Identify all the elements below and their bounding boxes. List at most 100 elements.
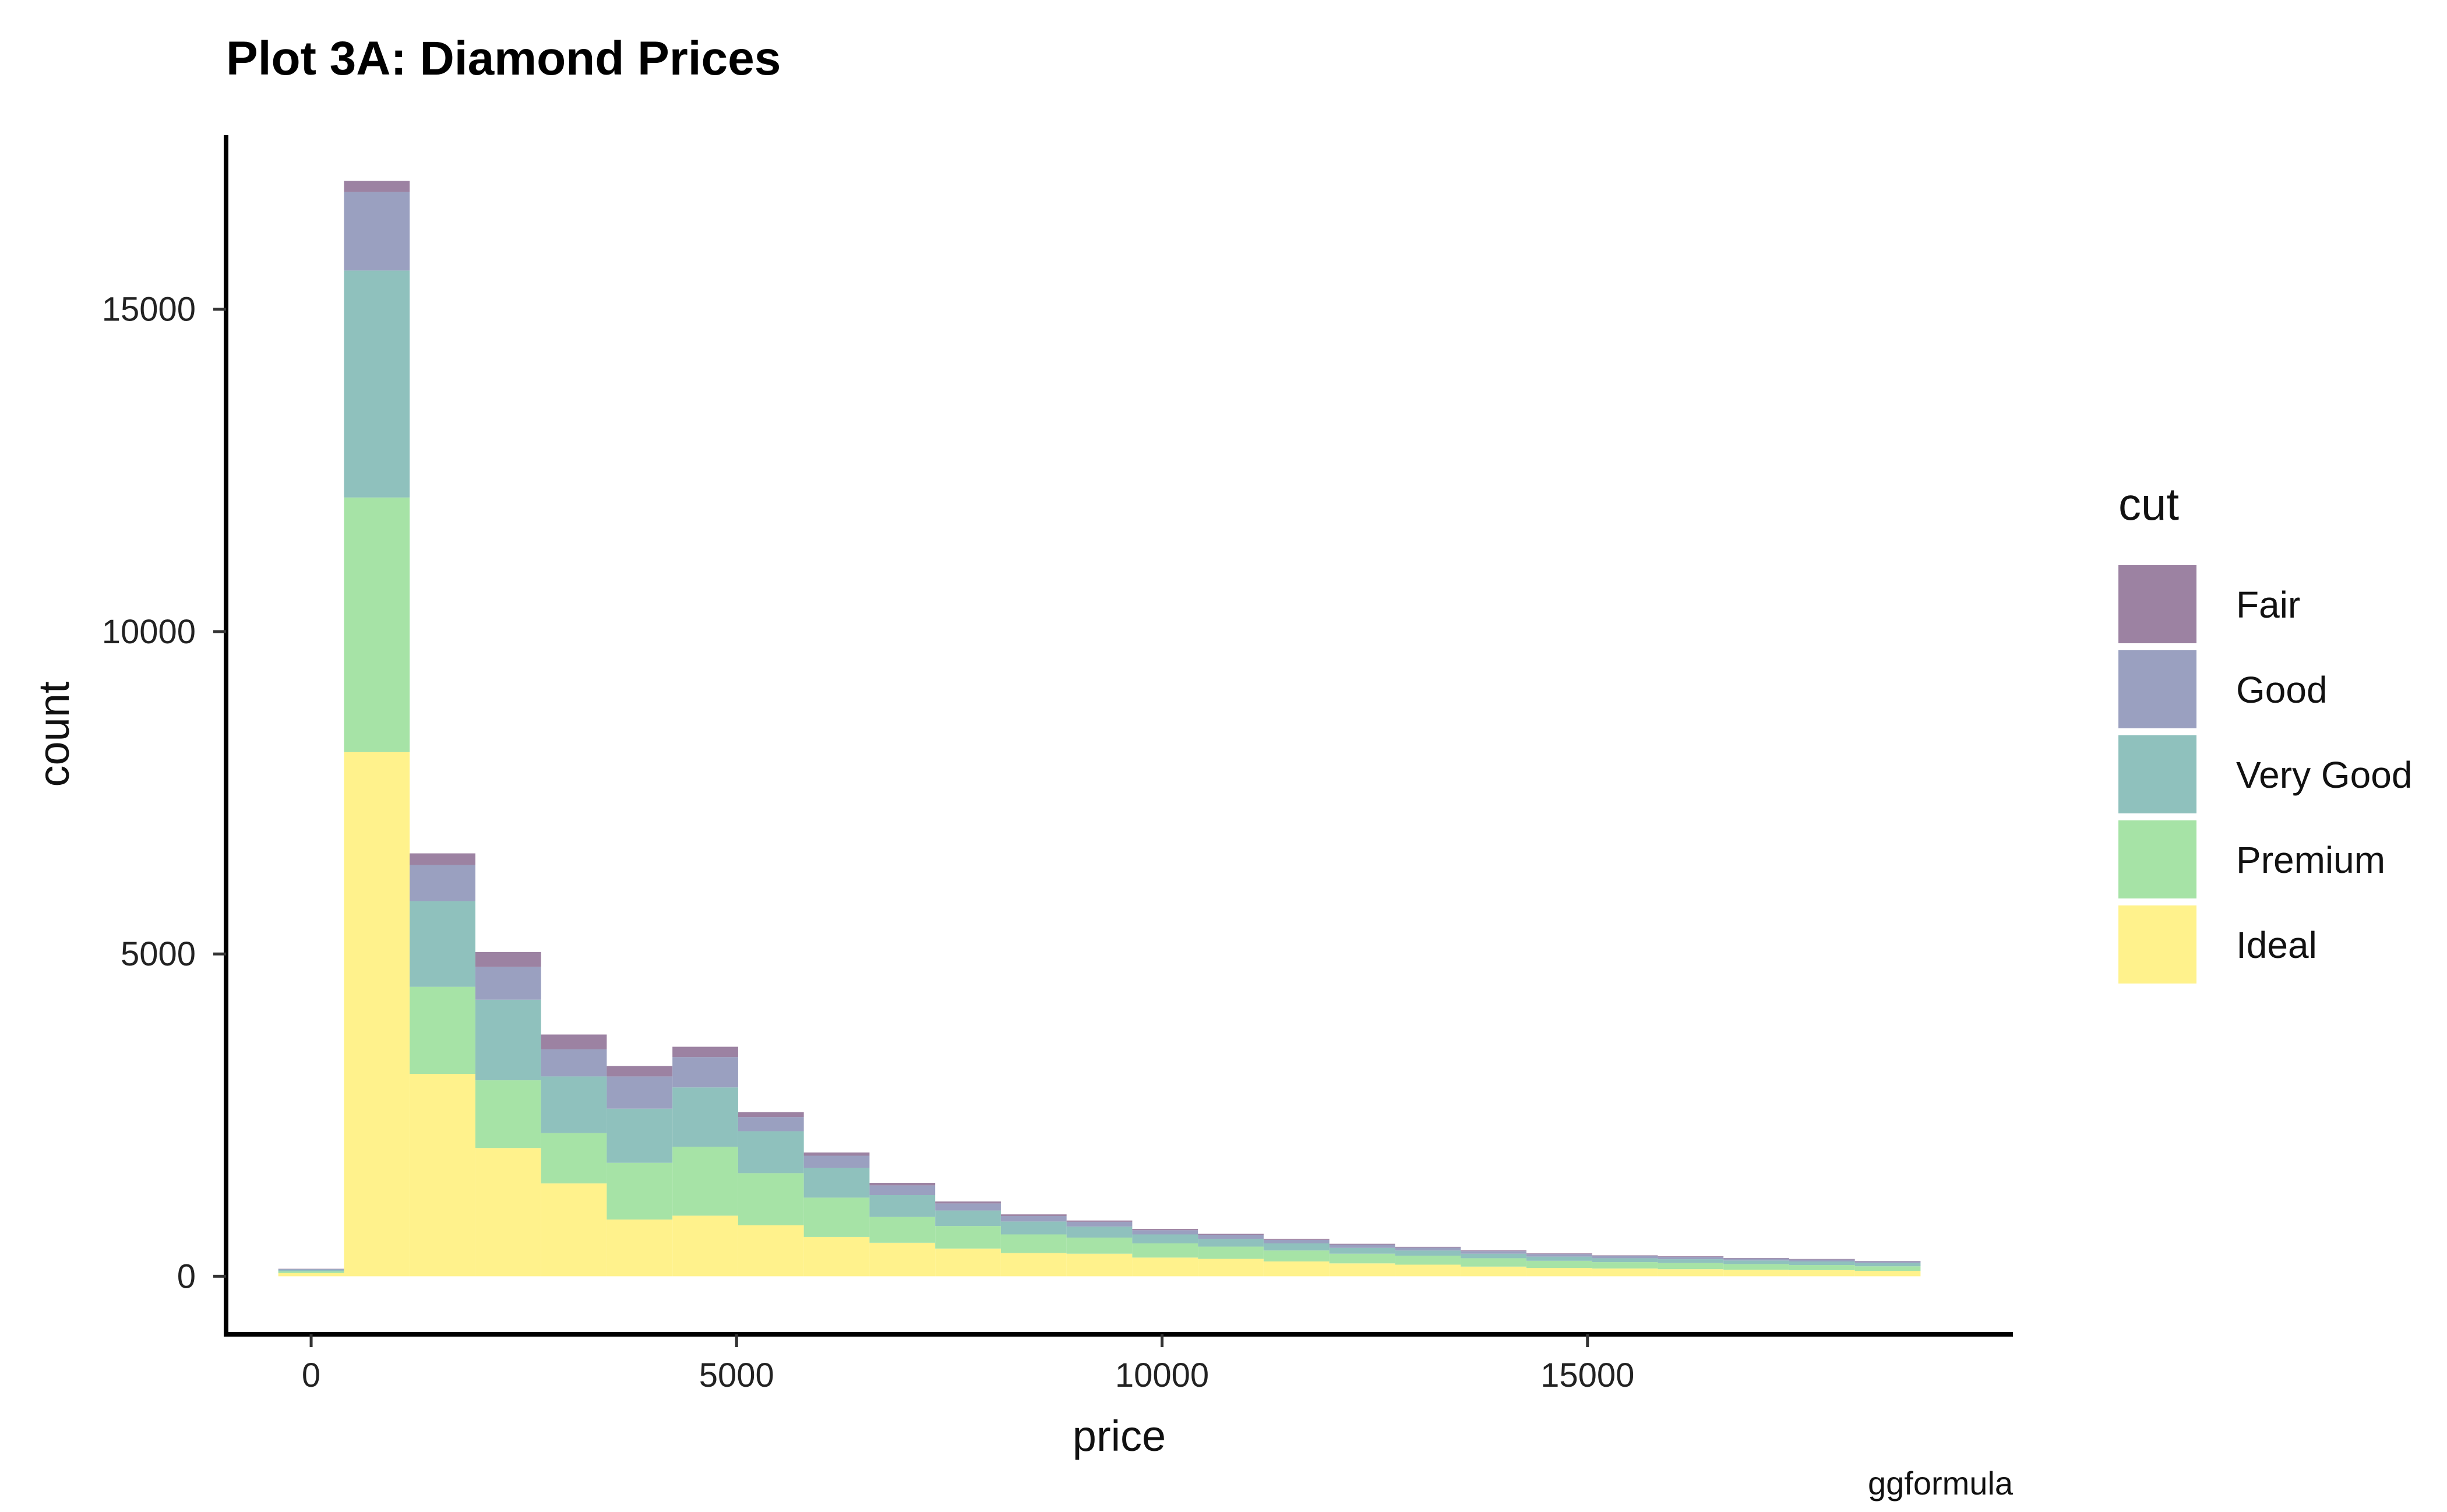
bar-good-bin-12 (1066, 1221, 1133, 1227)
bar-ideal-bin-8 (803, 1236, 870, 1277)
bar-premium-bin-10 (935, 1226, 1001, 1249)
bar-premium-bin-19 (1526, 1260, 1592, 1268)
bar-fair-bin-13 (1132, 1229, 1198, 1231)
bar-good-bin-11 (1000, 1215, 1067, 1222)
caption: ggformula (1868, 1465, 2014, 1502)
legend-label-fair: Fair (2236, 584, 2300, 626)
bar-premium-bin-23 (1789, 1265, 1855, 1270)
bar-fair-bin-2 (410, 853, 475, 865)
bar-premium-bin-21 (1658, 1263, 1724, 1270)
bar-ideal-bin-15 (1263, 1261, 1330, 1277)
y-tick-label: 5000 (121, 935, 196, 973)
bar-ideal-bin-6 (672, 1215, 738, 1277)
bar-premium-bin-1 (344, 497, 410, 752)
bar-very-good-bin-20 (1592, 1258, 1658, 1263)
bar-very-good-bin-9 (869, 1195, 936, 1217)
bar-premium-bin-7 (738, 1173, 804, 1226)
y-axis-title: count (30, 681, 78, 787)
legend: Fair Good Very Good Premium Ideal (2118, 565, 2412, 984)
bar-ideal-bin-24 (1854, 1271, 1921, 1277)
bar-fair-bin-19 (1526, 1253, 1592, 1254)
chart-title: Plot 3A: Diamond Prices (226, 32, 781, 85)
bar-premium-bin-4 (541, 1133, 607, 1184)
legend-label-premium: Premium (2236, 839, 2385, 881)
bar-fair-bin-18 (1461, 1250, 1526, 1252)
bar-fair-bin-11 (1000, 1214, 1067, 1216)
bar-premium-bin-2 (410, 986, 475, 1074)
bar-ideal-bin-19 (1526, 1268, 1592, 1277)
bar-very-good-bin-16 (1329, 1247, 1395, 1254)
x-tick-label: 15000 (1540, 1356, 1634, 1394)
legend-label-good: Good (2236, 669, 2328, 711)
bar-good-bin-2 (410, 865, 475, 901)
bar-ideal-bin-13 (1132, 1257, 1198, 1277)
bar-good-bin-10 (935, 1203, 1001, 1211)
bar-good-bin-22 (1723, 1258, 1789, 1261)
bar-very-good-bin-11 (1000, 1221, 1067, 1235)
bar-premium-bin-15 (1263, 1250, 1330, 1261)
bar-premium-bin-17 (1395, 1256, 1461, 1265)
bar-very-good-bin-4 (541, 1076, 607, 1133)
legend-key-very-good (2118, 735, 2196, 813)
bar-very-good-bin-6 (672, 1087, 738, 1147)
bar-fair-bin-8 (803, 1152, 870, 1156)
bar-good-bin-9 (869, 1185, 936, 1196)
legend-key-premium (2118, 820, 2196, 898)
bar-premium-bin-13 (1132, 1243, 1198, 1258)
bar-premium-bin-0 (278, 1271, 344, 1273)
bar-ideal-bin-9 (869, 1242, 936, 1277)
bar-ideal-bin-23 (1789, 1270, 1855, 1277)
bar-ideal-bin-14 (1198, 1259, 1264, 1277)
bar-fair-bin-5 (607, 1066, 673, 1077)
bars-layer (278, 181, 1921, 1277)
bar-very-good-bin-13 (1132, 1234, 1198, 1243)
bar-very-good-bin-10 (935, 1210, 1001, 1226)
bar-very-good-bin-24 (1854, 1263, 1921, 1267)
y-tick-label: 0 (177, 1257, 196, 1295)
x-axis-title: price (1073, 1412, 1166, 1460)
bar-good-bin-16 (1329, 1245, 1395, 1248)
x-tick-label: 10000 (1115, 1356, 1209, 1394)
bar-very-good-bin-8 (803, 1168, 870, 1198)
bar-very-good-bin-7 (738, 1131, 804, 1173)
bar-very-good-bin-3 (475, 999, 541, 1081)
bar-good-bin-14 (1198, 1235, 1264, 1239)
legend-key-fair (2118, 565, 2196, 643)
bar-premium-bin-24 (1854, 1266, 1921, 1271)
y-axis-ticks: 0 5000 10000 15000 (102, 291, 226, 1295)
bar-very-good-bin-1 (344, 270, 410, 498)
bar-ideal-bin-7 (738, 1225, 804, 1277)
bar-very-good-bin-18 (1461, 1253, 1526, 1259)
bar-fair-bin-15 (1263, 1239, 1330, 1240)
bar-good-bin-19 (1526, 1254, 1592, 1257)
bar-fair-bin-14 (1198, 1233, 1264, 1235)
bar-fair-bin-9 (869, 1182, 936, 1186)
x-tick-label: 5000 (699, 1356, 774, 1394)
bar-ideal-bin-17 (1395, 1264, 1461, 1277)
bar-good-bin-5 (607, 1076, 673, 1109)
bar-premium-bin-16 (1329, 1253, 1395, 1264)
bar-good-bin-21 (1658, 1257, 1724, 1260)
bar-ideal-bin-1 (344, 752, 410, 1277)
bar-ideal-bin-11 (1000, 1253, 1067, 1277)
legend-label-very-good: Very Good (2236, 754, 2412, 796)
legend-title: cut (2118, 478, 2179, 530)
bar-good-bin-18 (1461, 1251, 1526, 1254)
bar-good-bin-23 (1789, 1259, 1855, 1261)
bar-fair-bin-3 (475, 951, 541, 967)
bar-good-bin-1 (344, 192, 410, 271)
bar-ideal-bin-0 (278, 1273, 344, 1277)
bar-premium-bin-14 (1198, 1246, 1264, 1259)
x-axis-ticks: 0 5000 10000 15000 (302, 1334, 1634, 1394)
bar-very-good-bin-2 (410, 901, 475, 987)
bar-very-good-bin-12 (1066, 1226, 1133, 1238)
bar-good-bin-17 (1395, 1247, 1461, 1251)
bar-ideal-bin-20 (1592, 1268, 1658, 1277)
bar-fair-bin-16 (1329, 1243, 1395, 1245)
bar-good-bin-13 (1132, 1230, 1198, 1235)
bar-good-bin-6 (672, 1057, 738, 1088)
bar-ideal-bin-22 (1723, 1270, 1789, 1277)
bar-ideal-bin-18 (1461, 1266, 1526, 1277)
legend-key-ideal (2118, 905, 2196, 984)
bar-fair-bin-1 (344, 181, 410, 192)
